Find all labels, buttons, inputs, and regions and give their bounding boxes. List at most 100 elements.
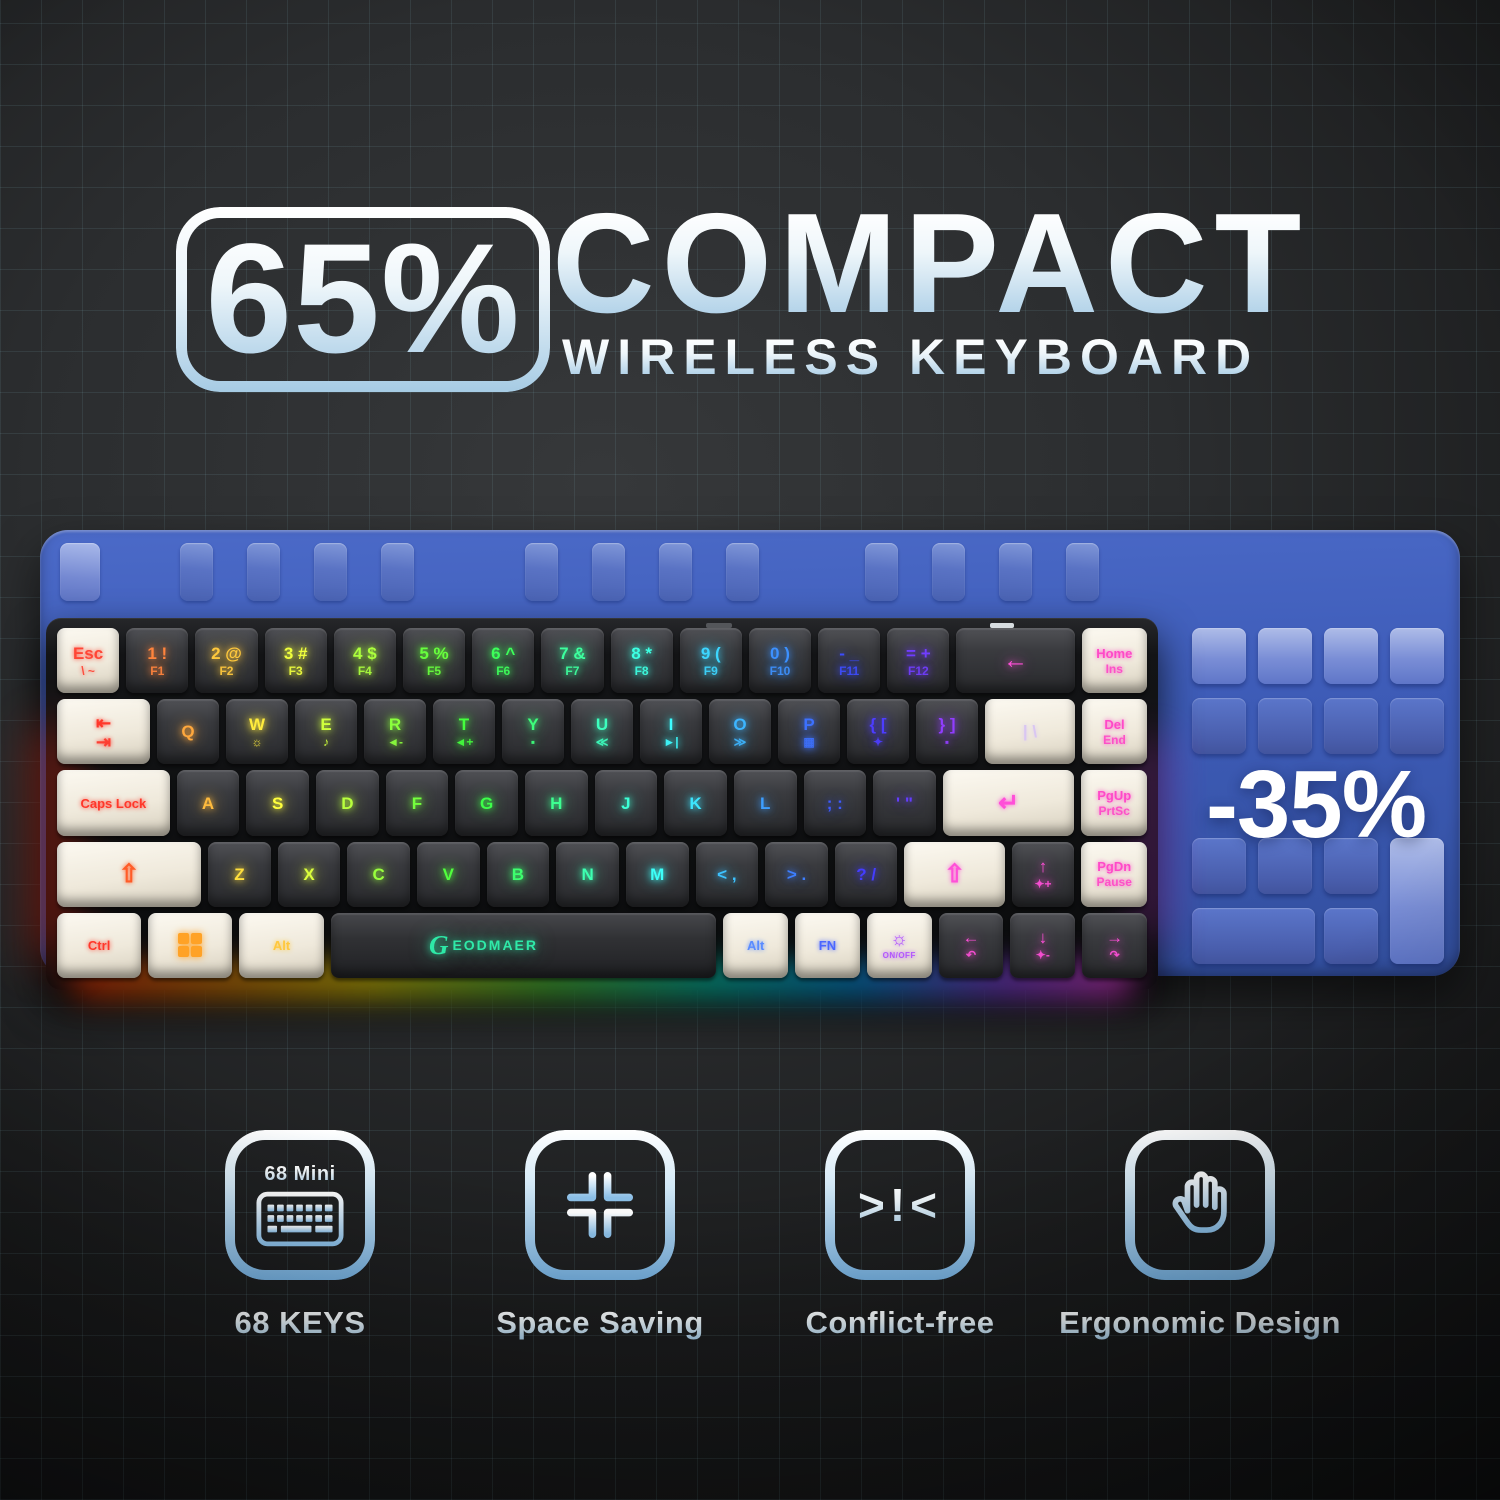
badge-65-percent: 65% xyxy=(176,207,550,392)
key-key: = + F12 xyxy=(887,628,950,694)
brand-logo: G EODMAER xyxy=(428,929,538,960)
key-f: F xyxy=(385,770,449,836)
feature-label: 68 KEYS xyxy=(234,1305,366,1340)
numpad-key xyxy=(1324,698,1378,754)
blue-function-key xyxy=(381,543,414,601)
mini-keyboard-icon xyxy=(256,1191,344,1247)
numpad-key xyxy=(1192,908,1315,964)
compact-keyboard: Esc \ ~1 ! F1 2 @ F2 3 # F3 4 $ F4 5 % F5 6 ^ F6 7 & F… xyxy=(38,618,1164,996)
hand-palm-icon xyxy=(1172,1171,1227,1233)
numpad-key xyxy=(1324,908,1378,964)
key-ctrl: Ctrl xyxy=(57,912,142,979)
blue-function-key xyxy=(592,543,625,601)
keyboard-68-icon-text: 68 Mini xyxy=(264,1163,336,1185)
key-5: 5 % F5 xyxy=(402,628,466,694)
key-del: Del End xyxy=(1081,699,1147,765)
feature-label: Conflict-free xyxy=(805,1305,995,1340)
key-win xyxy=(148,912,233,979)
conflict-glyph: >!< xyxy=(857,1179,943,1231)
key-n: N xyxy=(556,841,619,907)
numpad-key xyxy=(1192,628,1246,684)
key-key: > . xyxy=(765,841,828,907)
key-r: R ◄- xyxy=(364,699,426,765)
key-1: 1 ! F1 xyxy=(126,628,189,694)
key-space: G EODMAER xyxy=(330,912,717,979)
feature-label: Space Saving xyxy=(496,1305,704,1340)
key-i: I ►| xyxy=(640,699,702,765)
key-g: G xyxy=(455,770,518,836)
blue-function-key xyxy=(865,543,898,601)
key-backspace: ← xyxy=(956,628,1075,694)
key-j: J xyxy=(594,770,658,836)
key-key: ; : xyxy=(803,770,867,836)
key-key: ' " xyxy=(873,770,936,836)
feature-68-keys: 68 Mini 68 KEYS xyxy=(150,1130,450,1341)
key-backlight: ☼ ON/OFF xyxy=(866,912,932,979)
numpad-key xyxy=(1192,698,1246,754)
feature-conflict-free: >!< Conflict-free xyxy=(750,1130,1050,1341)
feature-ergonomic: Ergonomic Design xyxy=(1050,1130,1350,1341)
key-fn: FN xyxy=(795,912,860,979)
key-key: { [✦ xyxy=(847,699,909,765)
feature-tile: >!< xyxy=(825,1130,975,1280)
numpad-key xyxy=(1390,698,1444,754)
blue-function-key xyxy=(247,543,280,601)
numpad-key xyxy=(1258,628,1312,684)
key-b: B xyxy=(486,841,550,907)
feature-tile: 68 Mini xyxy=(225,1130,375,1280)
key-d: D xyxy=(316,770,379,836)
feature-tile xyxy=(525,1130,675,1280)
key-0: 0 ) F10 xyxy=(748,628,812,694)
key-enter: ↵ xyxy=(942,770,1075,836)
key-a: A xyxy=(176,770,240,836)
compress-arrows-icon xyxy=(566,1171,634,1239)
badge-65-percent-text: 65% xyxy=(176,207,550,392)
key-p: P ▦ xyxy=(778,699,840,765)
key-k: K xyxy=(664,770,727,836)
hand-icon xyxy=(1135,1140,1265,1270)
key-9: 9 (F9 xyxy=(679,628,742,694)
key-u: U ≪ xyxy=(571,699,633,765)
keyboard-row: ⇧ Z X C V B N M < , > .? / ⇧ ↑ ✦+ PgDn Pause xyxy=(57,841,1148,907)
key-left-alt: Alt xyxy=(239,912,324,979)
bezel-notch xyxy=(706,623,732,628)
key-2: 2 @ F2 xyxy=(195,628,258,694)
key-key: - _ F11 xyxy=(818,628,881,694)
key-w: W ☼ xyxy=(226,699,288,765)
feature-list: 68 Mini 68 KEYS xyxy=(150,1130,1350,1341)
blue-function-key xyxy=(314,543,347,601)
key-m: M xyxy=(625,841,689,907)
page-title: COMPACT xyxy=(552,184,1309,343)
size-reduction-badge: -35% xyxy=(1205,751,1427,858)
blue-function-key xyxy=(659,543,692,601)
key-v: V xyxy=(416,841,480,907)
key-o: O ≫ xyxy=(709,699,771,765)
feature-tile xyxy=(1125,1130,1275,1280)
key-pgdn: PgDn Pause xyxy=(1081,841,1148,907)
key-8: 8 * F8 xyxy=(610,628,673,694)
conflict-icon: >!< xyxy=(835,1140,965,1270)
key-4: 4 $ F4 xyxy=(333,628,396,694)
key-arrow-down: ↓ ✦- xyxy=(1010,912,1076,979)
key-left-shift: ⇧ xyxy=(57,841,202,907)
key-z: Z xyxy=(208,841,271,907)
keyboard-row: Esc \ ~1 ! F1 2 @ F2 3 # F3 4 $ F4 5 % F5 6 ^ F6 7 & F… xyxy=(57,628,1147,694)
numpad-key xyxy=(1390,628,1444,684)
key-tab: ⇤ ⇥ xyxy=(57,699,150,765)
blue-function-key xyxy=(999,543,1032,601)
key-3: 3 # F3 xyxy=(264,628,327,694)
blue-function-key xyxy=(726,543,759,601)
key-esc: Esc \ ~ xyxy=(57,628,120,694)
keyboard-row: Caps Lock A S D F G H J K L; : ' " ↵ PgUp PrtSc xyxy=(57,770,1148,836)
key-pgup: PgUp PrtSc xyxy=(1081,770,1148,836)
page-subtitle: WIRELESS KEYBOARD xyxy=(562,329,1260,385)
key-right-alt: Alt xyxy=(723,912,789,979)
key-caps-lock: Caps Lock xyxy=(57,770,170,836)
blue-function-key xyxy=(60,543,100,601)
blue-function-key xyxy=(932,543,965,601)
key-q: Q xyxy=(157,699,219,765)
feature-space-saving: Space Saving xyxy=(450,1130,750,1341)
keyboard-68-icon: 68 Mini xyxy=(235,1140,365,1270)
key-c: C xyxy=(347,841,410,907)
key-x: X xyxy=(277,841,341,907)
